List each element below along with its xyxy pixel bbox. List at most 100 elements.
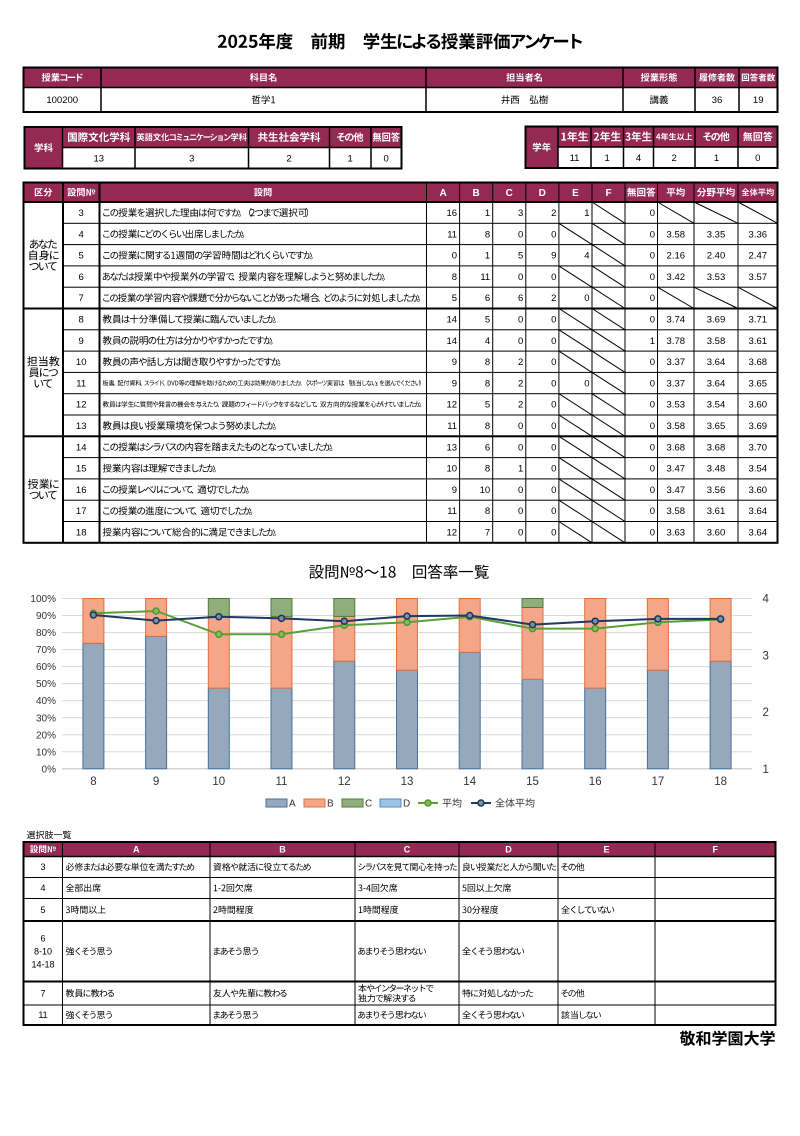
svg-text:0: 0 [650, 293, 655, 304]
svg-text:100200: 100200 [46, 95, 78, 106]
svg-text:19: 19 [753, 95, 764, 106]
svg-text:0: 0 [384, 153, 389, 164]
svg-text:0: 0 [551, 357, 556, 368]
svg-text:12: 12 [76, 400, 87, 411]
svg-text:6: 6 [485, 442, 490, 453]
svg-text:D: D [539, 188, 546, 199]
svg-text:2: 2 [551, 293, 556, 304]
svg-text:100%: 100% [30, 594, 56, 605]
svg-text:1: 1 [485, 251, 490, 262]
svg-text:3.37: 3.37 [667, 357, 686, 368]
svg-text:3: 3 [189, 153, 194, 164]
svg-text:0: 0 [551, 528, 556, 539]
svg-text:0: 0 [518, 442, 523, 453]
svg-text:0: 0 [650, 485, 655, 496]
svg-text:14: 14 [463, 776, 476, 788]
svg-text:8: 8 [485, 229, 490, 240]
svg-text:0: 0 [650, 378, 655, 389]
svg-text:C: C [506, 188, 513, 199]
svg-text:3.64: 3.64 [749, 528, 768, 539]
svg-text:14: 14 [447, 336, 458, 347]
svg-text:1: 1 [518, 464, 523, 475]
svg-text:17: 17 [652, 776, 665, 788]
svg-text:3.69: 3.69 [749, 421, 768, 432]
svg-text:13: 13 [76, 421, 87, 432]
svg-text:3.68: 3.68 [667, 442, 686, 453]
svg-text:8: 8 [485, 464, 490, 475]
svg-text:8: 8 [90, 776, 96, 788]
svg-text:16: 16 [76, 485, 87, 496]
svg-text:D: D [403, 799, 410, 810]
svg-text:2: 2 [286, 153, 291, 164]
svg-text:15: 15 [76, 464, 87, 475]
svg-text:C: C [365, 799, 372, 810]
svg-text:3.57: 3.57 [749, 272, 768, 283]
svg-text:0: 0 [584, 378, 589, 389]
svg-text:3: 3 [79, 208, 84, 219]
svg-text:0: 0 [650, 357, 655, 368]
svg-text:12: 12 [447, 528, 458, 539]
svg-text:7: 7 [79, 293, 84, 304]
svg-text:3.65: 3.65 [707, 421, 726, 432]
svg-text:60%: 60% [36, 662, 56, 673]
svg-text:0: 0 [551, 315, 556, 326]
svg-text:3.61: 3.61 [707, 506, 726, 517]
svg-text:3.47: 3.47 [667, 464, 686, 475]
svg-text:3.56: 3.56 [707, 485, 726, 496]
svg-text:0: 0 [551, 442, 556, 453]
svg-text:3: 3 [40, 862, 45, 872]
svg-text:9: 9 [79, 336, 84, 347]
svg-text:3.71: 3.71 [749, 315, 768, 326]
svg-text:B: B [279, 844, 286, 854]
svg-text:1: 1 [763, 764, 769, 776]
svg-text:30%: 30% [36, 713, 56, 724]
svg-text:4: 4 [485, 336, 490, 347]
svg-text:18: 18 [76, 528, 87, 539]
svg-text:36: 36 [712, 95, 723, 106]
svg-text:7: 7 [485, 528, 490, 539]
svg-text:1: 1 [584, 208, 589, 219]
svg-text:3.58: 3.58 [707, 336, 726, 347]
svg-text:17: 17 [76, 506, 87, 517]
svg-text:2: 2 [763, 707, 769, 719]
svg-text:5: 5 [485, 315, 490, 326]
svg-text:E: E [572, 188, 579, 199]
svg-text:0: 0 [551, 272, 556, 283]
svg-text:0: 0 [650, 528, 655, 539]
svg-text:0: 0 [650, 506, 655, 517]
svg-text:1: 1 [650, 336, 655, 347]
svg-text:A: A [439, 188, 446, 199]
svg-text:9: 9 [452, 378, 457, 389]
svg-text:0: 0 [518, 272, 523, 283]
svg-text:2: 2 [518, 400, 523, 411]
svg-text:2: 2 [551, 208, 556, 219]
svg-text:3: 3 [518, 208, 523, 219]
svg-text:3.36: 3.36 [749, 229, 768, 240]
svg-text:80%: 80% [36, 628, 56, 639]
svg-text:11: 11 [38, 1010, 47, 1020]
svg-text:13: 13 [447, 442, 458, 453]
svg-text:0: 0 [650, 442, 655, 453]
svg-text:0: 0 [452, 251, 457, 262]
svg-text:4: 4 [79, 229, 84, 240]
svg-text:3.47: 3.47 [667, 485, 686, 496]
svg-text:6: 6 [40, 933, 45, 943]
svg-text:16: 16 [589, 776, 602, 788]
svg-text:1: 1 [485, 208, 490, 219]
svg-text:A: A [289, 799, 296, 810]
svg-text:5: 5 [518, 251, 523, 262]
svg-text:0: 0 [551, 464, 556, 475]
svg-text:6: 6 [79, 272, 84, 283]
svg-text:12: 12 [338, 776, 351, 788]
svg-text:0: 0 [518, 315, 523, 326]
svg-text:3: 3 [763, 650, 769, 662]
svg-text:3.60: 3.60 [749, 485, 768, 496]
svg-text:3.48: 3.48 [707, 464, 726, 475]
svg-text:3.61: 3.61 [749, 336, 768, 347]
svg-text:0: 0 [551, 485, 556, 496]
svg-text:0: 0 [518, 506, 523, 517]
svg-text:9: 9 [153, 776, 159, 788]
svg-text:0: 0 [518, 485, 523, 496]
svg-text:1: 1 [348, 153, 353, 164]
svg-text:10: 10 [212, 776, 225, 788]
